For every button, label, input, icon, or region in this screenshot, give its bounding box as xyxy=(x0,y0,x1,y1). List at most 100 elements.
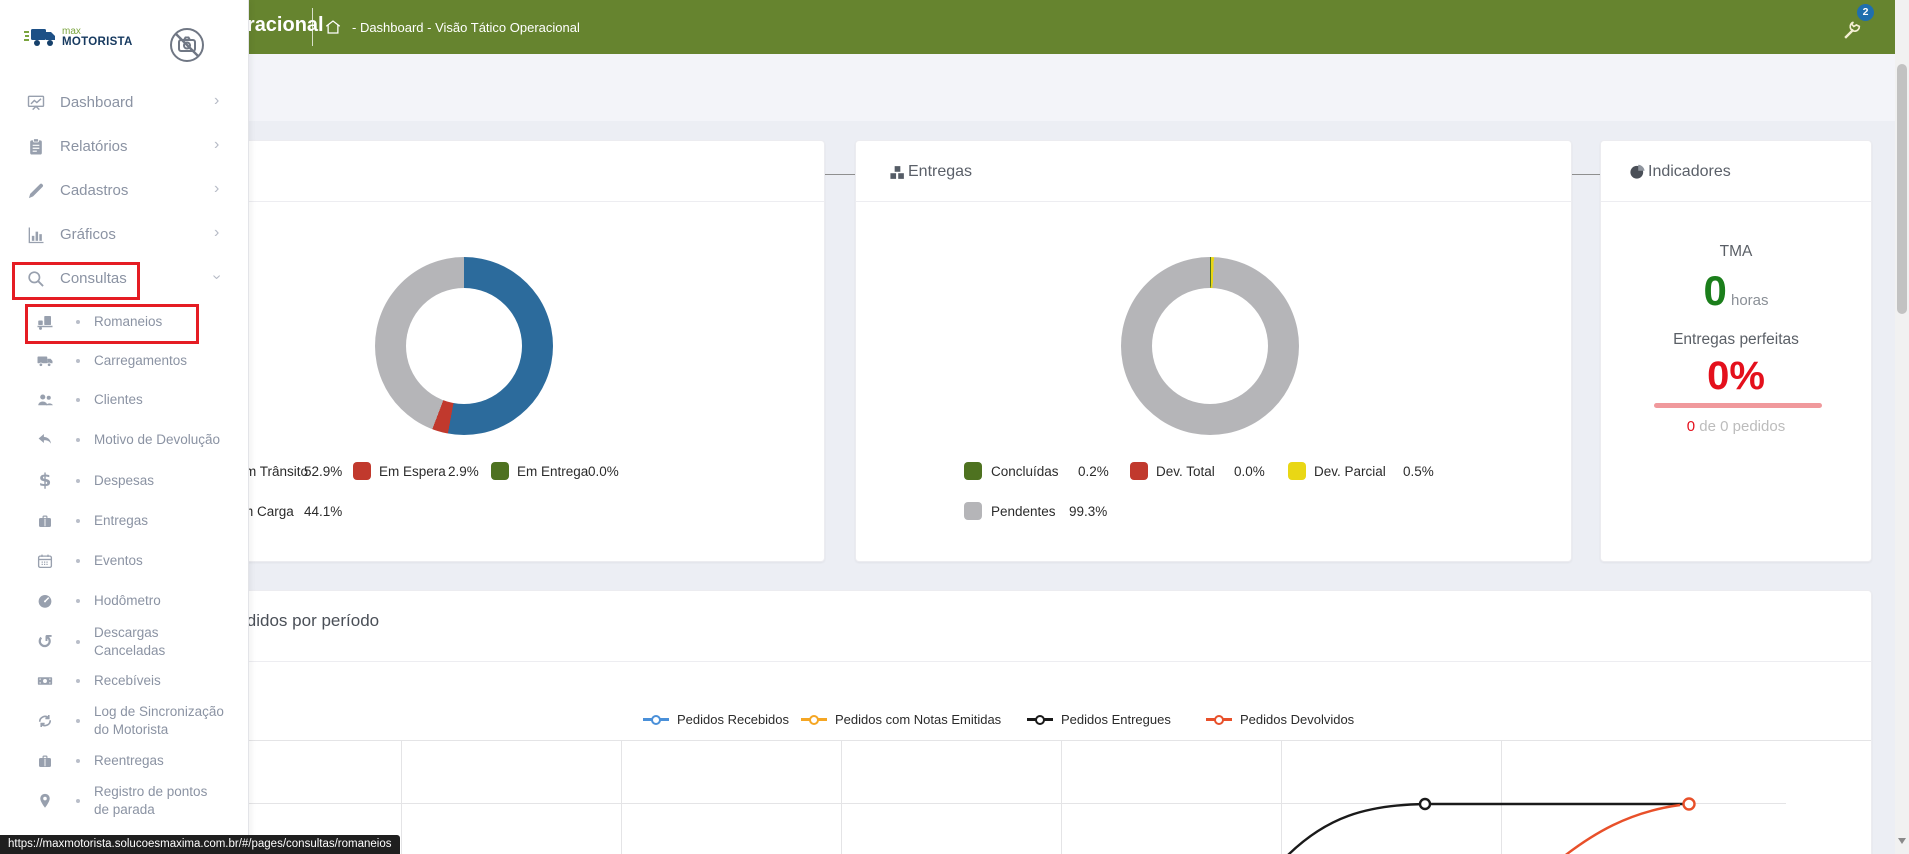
sidebar-item-eventos[interactable]: Eventos xyxy=(0,544,248,578)
legend-label[interactable]: Pedidos com Notas Emitidas xyxy=(835,712,1002,727)
legend-value: 44.1% xyxy=(304,504,343,519)
legend-value: 0.5% xyxy=(1403,464,1434,479)
legend-label[interactable]: Pedidos Devolvidos xyxy=(1240,712,1355,727)
banknote-icon xyxy=(37,677,53,685)
sidebar-item-consultas[interactable]: Consultas › xyxy=(0,259,248,299)
breadcrumb: - Dashboard - Visão Tático Operacional xyxy=(352,20,580,35)
sidebar-item-cadastros[interactable]: Cadastros › xyxy=(0,171,248,211)
grid-line xyxy=(131,740,1871,741)
card-title: Indicadores xyxy=(1648,163,1731,180)
camera-off-icon[interactable] xyxy=(168,26,206,64)
forklift-icon xyxy=(37,316,53,330)
series-marker-devolvidos[interactable] xyxy=(1206,714,1232,725)
perfect-deliveries-underline xyxy=(1654,403,1822,408)
sidebar-item-label: Reentregas xyxy=(94,753,164,768)
sidebar-item-descargas-canceladas[interactable]: ↺ Descargas Canceladas xyxy=(0,620,248,664)
sidebar-item-motivo-devolucao[interactable]: Motivo de Devolução xyxy=(0,423,248,457)
grid-line xyxy=(1061,740,1062,854)
briefcase-icon xyxy=(39,755,51,767)
chevron-right-icon: › xyxy=(214,92,220,109)
logo-text-motorista: MOTORISTA xyxy=(62,36,133,48)
sidebar-item-relatorios[interactable]: Relatórios › xyxy=(0,127,248,167)
bullet-icon xyxy=(76,559,80,563)
legend-label: Dev. Parcial xyxy=(1314,464,1386,479)
sidebar-item-entregas[interactable]: Entregas xyxy=(0,504,248,538)
wrench-icon[interactable] xyxy=(1841,20,1863,42)
chevron-right-icon: › xyxy=(214,136,220,153)
card-title: Pedidos por período xyxy=(226,611,380,630)
sidebar-item-romaneios[interactable]: Romaneios xyxy=(0,305,248,339)
sidebar-item-hodometro[interactable]: Hodômetro xyxy=(0,584,248,618)
header-bar: Visão Tático Operacional - Dashboard - V… xyxy=(0,0,1895,54)
bullet-icon xyxy=(76,519,80,523)
legend-label[interactable]: Pedidos Recebidos xyxy=(677,712,790,727)
sidebar-item-label: Recebíveis xyxy=(94,673,161,688)
search-icon xyxy=(28,271,44,287)
grid-line xyxy=(841,740,842,854)
bullet-icon xyxy=(76,799,80,803)
pencil-icon xyxy=(28,183,43,199)
scrollbar-thumb[interactable] xyxy=(1897,64,1907,314)
legend-value: 0.0% xyxy=(1234,464,1265,479)
legend-label: Em Espera xyxy=(379,464,446,479)
legend-label: Dev. Total xyxy=(1156,464,1215,479)
orders-count-text: de 0 pedidos xyxy=(1695,418,1786,435)
undo-icon: ↺ xyxy=(37,631,53,653)
sidebar-item-reentregas[interactable]: Reentregas xyxy=(0,744,248,778)
sidebar-item-log-sincronizacao[interactable]: Log de Sincronização do Motorista xyxy=(0,699,248,743)
card-header xyxy=(131,141,824,202)
sidebar-item-dashboard[interactable]: Dashboard › xyxy=(0,83,248,123)
bullet-icon xyxy=(76,398,80,402)
chevron-right-icon: › xyxy=(214,180,220,197)
perfect-deliveries-value: 0% xyxy=(1707,354,1765,398)
sidebar-item-clientes[interactable]: Clientes xyxy=(0,383,248,417)
sidebar-item-registro-pontos-parada[interactable]: Registro de pontos de parada xyxy=(0,779,248,823)
tma-label: TMA xyxy=(1719,243,1753,260)
romaneios-donut-chart[interactable] xyxy=(375,257,553,435)
grid-line xyxy=(1501,740,1502,854)
sidebar-item-label: Eventos xyxy=(94,553,143,568)
status-url-bar: https://maxmotorista.solucoesmaxima.com.… xyxy=(0,835,400,854)
card-header: Indicadores xyxy=(1601,141,1871,202)
notification-badge[interactable]: 2 xyxy=(1857,4,1874,21)
entregas-donut-chart[interactable] xyxy=(1121,257,1299,435)
scrollbar-down-arrow-icon[interactable] xyxy=(1898,838,1906,844)
bullet-icon xyxy=(76,438,80,442)
grid-line xyxy=(1281,740,1282,854)
legend-label[interactable]: Pedidos Entregues xyxy=(1061,712,1171,727)
perfect-deliveries-label: Entregas perfeitas xyxy=(1673,331,1799,348)
chevron-down-icon: › xyxy=(208,274,226,280)
home-icon[interactable] xyxy=(324,18,342,36)
legend-label: Concluídas xyxy=(991,464,1059,479)
period-filter-bar xyxy=(0,54,1895,175)
sidebar-item-label: Descargas Canceladas xyxy=(94,625,166,658)
data-point-entregues[interactable] xyxy=(1418,797,1432,811)
series-line-entregues xyxy=(1287,802,1684,854)
truck-logo-icon xyxy=(24,29,55,46)
sidebar-item-recebiveis[interactable]: Recebíveis xyxy=(0,664,248,698)
series-marker-notas[interactable] xyxy=(801,714,827,725)
bullet-icon xyxy=(76,759,80,763)
boxes-icon xyxy=(890,166,904,179)
sidebar-item-despesas[interactable]: $ Despesas xyxy=(0,464,248,498)
sidebar-item-label: Romaneios xyxy=(94,314,163,329)
reply-arrow-icon xyxy=(38,434,51,444)
legend-label: Em Trânsito xyxy=(236,464,309,479)
bullet-icon xyxy=(76,479,80,483)
calendar-icon xyxy=(37,554,53,569)
sidebar-item-label: Consultas xyxy=(60,270,127,287)
sidebar-item-label: Gráficos xyxy=(60,226,116,243)
sidebar-item-carregamentos[interactable]: Carregamentos xyxy=(0,344,248,378)
sidebar-item-label: Hodômetro xyxy=(94,593,161,608)
sidebar-item-graficos[interactable]: Gráficos › xyxy=(0,215,248,255)
vertical-scrollbar[interactable] xyxy=(1895,0,1909,854)
sidebar-item-label: Relatórios xyxy=(60,138,128,155)
tma-value: 0 horas xyxy=(1601,267,1871,315)
data-point-devolvidos[interactable] xyxy=(1682,797,1696,811)
series-marker-entregues[interactable] xyxy=(1027,714,1053,725)
briefcase-icon xyxy=(39,515,51,527)
pie-chart-icon xyxy=(1630,164,1645,179)
legend-swatch xyxy=(964,502,982,520)
series-marker-recebidos[interactable] xyxy=(643,714,669,725)
